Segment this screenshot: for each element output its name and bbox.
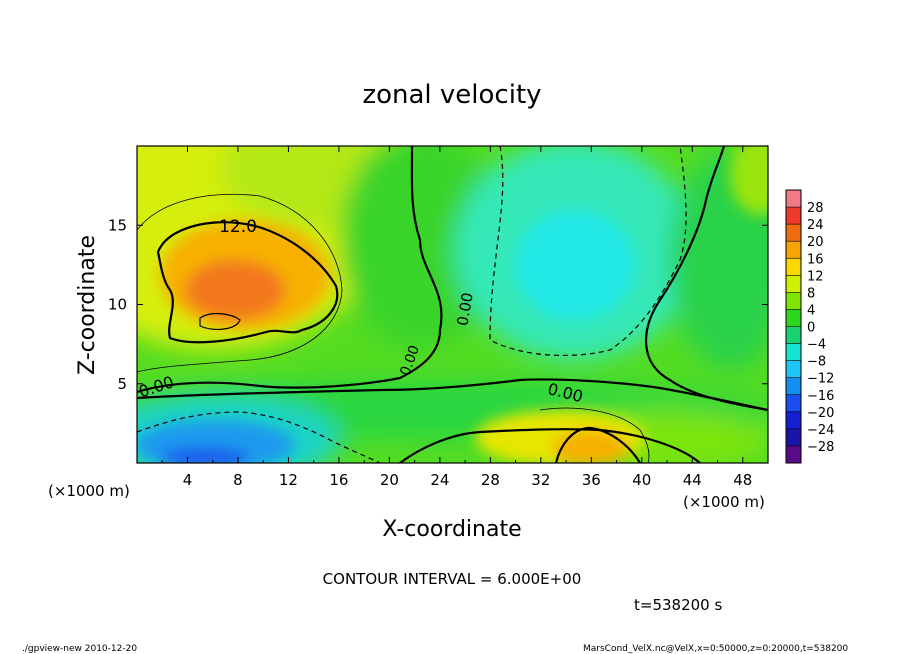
field-upper-right-lime bbox=[730, 146, 768, 215]
contour-zero-lower bbox=[137, 378, 768, 412]
y-tick-label: 15 bbox=[108, 216, 127, 234]
x-tick-label: 32 bbox=[531, 471, 550, 489]
y-tick-label: 10 bbox=[108, 296, 127, 314]
colorbar-label: −12 bbox=[807, 372, 834, 387]
contour-12 bbox=[156, 221, 339, 344]
field-right-green bbox=[670, 150, 768, 370]
colorbar-label: 8 bbox=[807, 286, 815, 301]
x-tick-label: 48 bbox=[733, 471, 752, 489]
colorbar-label: 4 bbox=[807, 303, 815, 318]
colorbar-swatch bbox=[786, 275, 801, 293]
x-tick-label: 20 bbox=[380, 471, 399, 489]
colorbar-label: 28 bbox=[807, 201, 824, 216]
y-axis: 5 10 15 bbox=[108, 216, 768, 393]
colorbar-swatch bbox=[786, 428, 801, 447]
colorbar-label: 20 bbox=[807, 235, 824, 250]
field-lower-left-deep-blue bbox=[160, 448, 250, 463]
colorbar-label: −20 bbox=[807, 406, 834, 421]
x-tick-label: 12 bbox=[279, 471, 298, 489]
contour-18 bbox=[199, 312, 241, 330]
colorbar-swatch bbox=[786, 326, 801, 345]
colorbar-label: −28 bbox=[807, 440, 834, 455]
colorbar-swatch bbox=[786, 241, 801, 259]
colorbar-swatch bbox=[786, 258, 801, 276]
colorbar-label: 24 bbox=[807, 218, 824, 233]
contour-label-12: 12.0 bbox=[219, 217, 257, 237]
colorbar: 28 24 20 16 12 8 4 0 −4 −8 −12 −16 −20 −24 −28 bbox=[785, 189, 834, 464]
colorbar-swatch bbox=[786, 309, 801, 327]
colorbar-label: −4 bbox=[807, 338, 826, 353]
colorbar-label: 12 bbox=[807, 269, 824, 284]
colorbar-label: −24 bbox=[807, 423, 834, 438]
x-tick-label: 36 bbox=[582, 471, 601, 489]
footer-right: MarsCond_VelX.nc@VelX,x=0:50000,z=0:2000… bbox=[583, 644, 848, 654]
contour-interval-note: CONTOUR INTERVAL = 6.000E+00 bbox=[323, 570, 582, 588]
x-axis-title: X-coordinate bbox=[382, 517, 521, 542]
colorbar-label: 16 bbox=[807, 252, 824, 267]
x-tick-label: 24 bbox=[430, 471, 449, 489]
x-unit-note-right: (×1000 m) bbox=[683, 493, 765, 511]
contour-6-lower bbox=[539, 407, 650, 463]
y-axis-title: Z-coordinate bbox=[75, 235, 100, 375]
colorbar-swatch bbox=[786, 360, 801, 379]
colorbar-swatch bbox=[786, 292, 801, 310]
field-lower-middle-orange bbox=[552, 430, 628, 463]
colorbar-swatch bbox=[786, 411, 801, 430]
heatmap-field bbox=[137, 146, 768, 463]
contour-neg6 bbox=[489, 146, 687, 357]
chart-title: zonal velocity bbox=[362, 80, 541, 110]
contour-12-lower bbox=[554, 426, 641, 463]
y-tick-label: 5 bbox=[117, 375, 127, 393]
colorbar-swatch bbox=[786, 224, 801, 242]
x-tick-label: 44 bbox=[683, 471, 702, 489]
contour-neg6-lower bbox=[137, 411, 381, 463]
colorbar-swatch bbox=[786, 190, 801, 208]
x-tick-label: 16 bbox=[329, 471, 348, 489]
x-tick-label: 28 bbox=[481, 471, 500, 489]
colorbar-swatch bbox=[786, 377, 801, 396]
x-axis: 4 8 12 16 20 24 28 32 36 40 44 48 bbox=[161, 146, 752, 489]
colorbar-swatch bbox=[786, 394, 801, 413]
colorbar-swatch bbox=[786, 445, 801, 464]
footer-left: ./gpview-new 2010-12-20 bbox=[22, 644, 137, 654]
contour-label-zero-a: 0.00 bbox=[453, 291, 477, 327]
contour-6 bbox=[137, 193, 343, 373]
contour-zero-main bbox=[137, 146, 443, 394]
x-tick-label: 4 bbox=[183, 471, 193, 489]
x-tick-label: 8 bbox=[233, 471, 243, 489]
colorbar-swatch bbox=[786, 207, 801, 225]
field-upper-left-core bbox=[185, 260, 285, 320]
colorbar-label: −16 bbox=[807, 389, 834, 404]
contour-zero-right bbox=[644, 146, 768, 412]
colorbar-label: −8 bbox=[807, 355, 826, 370]
x-unit-note-left: (×1000 m) bbox=[48, 482, 130, 500]
contour-zero-bottom bbox=[399, 428, 701, 463]
colorbar-label: 0 bbox=[807, 321, 815, 336]
time-note: t=538200 s bbox=[634, 596, 722, 614]
field-cyan-core bbox=[515, 210, 635, 320]
colorbar-swatch bbox=[786, 343, 801, 362]
x-tick-label: 40 bbox=[632, 471, 651, 489]
